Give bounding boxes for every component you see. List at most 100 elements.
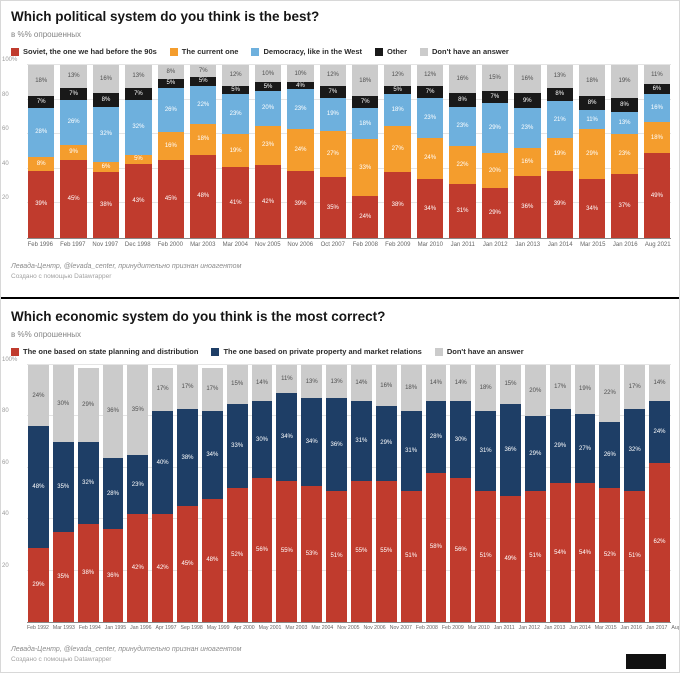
segment-value-label: 52% [231, 552, 244, 559]
segment-value-label: 36% [330, 441, 343, 448]
segment-value-label: 16% [521, 75, 534, 82]
bar-segment: 7% [319, 85, 347, 98]
bar-jan-2012: 29% 20% 29% 7% 15% [481, 65, 509, 238]
bar-segment: 31% [475, 411, 497, 491]
bar-segment: 48% [28, 426, 49, 549]
bar-segment: 29% [375, 406, 397, 481]
bar-segment: 8% [157, 65, 185, 79]
segment-value-label: 17% [554, 383, 567, 390]
bar-segment: 20% [481, 153, 509, 188]
bar-segment: 36% [514, 175, 541, 238]
bar-segment: 10% [254, 65, 282, 83]
datawrapper-logo[interactable] [626, 654, 666, 669]
bar-segment: 16% [375, 365, 397, 407]
segment-value-label: 51% [628, 553, 641, 560]
bar-segment: 51% [475, 490, 497, 622]
segment-value-label: 32% [628, 446, 641, 453]
segment-value-label: 36% [106, 408, 119, 415]
segment-value-label: 20% [488, 167, 501, 174]
segment-value-label: 38% [181, 454, 194, 461]
bar-segment: 8% [92, 92, 120, 107]
segment-value-label: 16% [650, 105, 663, 112]
bar-segment: 29% [28, 548, 49, 622]
bar-segment: 26% [60, 99, 87, 145]
x-axis-label: Mar 2004 [222, 242, 248, 248]
bar-segment: 28% [28, 108, 55, 157]
segment-value-label: 20% [529, 387, 542, 394]
bar-segment: 15% [500, 365, 521, 404]
x-axis-label: Feb 2008 [352, 242, 378, 248]
segment-value-label: 58% [429, 544, 442, 551]
y-axis-tick-label: 60 [2, 126, 9, 133]
plot-area: 100% 80 60 40 20 29% 48% 24% 35% 35% 30% 38% 32% 29% 3… [2, 357, 671, 623]
x-axis-label: Jan 2011 [450, 242, 475, 248]
segment-value-label: 43% [132, 197, 145, 204]
legend-label: Democracy, like in the West [263, 47, 362, 56]
segment-value-label: 8% [587, 100, 597, 107]
bar-segment: 39% [287, 170, 314, 238]
bar-apr-2000: 52% 33% 15% [226, 365, 248, 622]
segment-value-label: 17% [206, 386, 219, 393]
segment-value-label: 7% [198, 68, 208, 75]
bar-segment: 51% [524, 490, 546, 622]
bar-segment: 7% [190, 65, 217, 78]
segment-value-label: 48% [32, 484, 45, 491]
bar-segment: 11% [578, 110, 606, 130]
bar-segment: 34% [201, 411, 223, 499]
chart-footer: Левада-Центр, @levada_center, принудител… [11, 646, 669, 663]
bar-segment: 18% [384, 94, 411, 126]
segment-value-label: 33% [359, 164, 372, 171]
legend-item: Don't have an answer [434, 347, 524, 356]
bar-segment: 28% [102, 457, 124, 530]
segment-value-label: 11% [586, 116, 598, 123]
bar-segment: 7% [125, 87, 152, 100]
legend-label: Don't have an answer [446, 347, 524, 356]
bar-segment: 33% [226, 403, 248, 489]
bar-segment: 27% [574, 413, 596, 484]
segment-value-label: 12% [391, 72, 404, 79]
bar-segment: 14% [649, 365, 670, 401]
bar-segment: 9% [514, 92, 541, 109]
y-axis-tick-label: 80 [2, 91, 9, 98]
bar-segment: 19% [574, 365, 596, 414]
segment-value-label: 45% [67, 196, 80, 203]
segment-value-label: 39% [35, 201, 48, 208]
y-axis-tick-label: 20 [2, 195, 9, 202]
bar-segment: 38% [177, 408, 198, 507]
bar-feb-1992: 29% 48% 24% [28, 365, 49, 622]
bar-segment: 22% [449, 146, 476, 185]
bar-segment: 13% [326, 365, 347, 399]
bar-segment: 32% [77, 442, 99, 525]
bar-segment: 12% [319, 65, 347, 86]
bar-segment: 41% [222, 167, 249, 238]
bar-segment: 29% [578, 129, 606, 180]
x-axis-label: Jan 1995 [104, 625, 127, 631]
political-system-chart-section: Which political system do you think is t… [1, 1, 679, 280]
x-axis-label: Jan 2011 [493, 625, 515, 631]
segment-value-label: 23% [229, 111, 242, 118]
segment-value-label: 56% [256, 547, 269, 554]
bar-segment: 8% [449, 92, 476, 107]
created-note: Создано с помощью Datawrapper [11, 655, 112, 663]
x-axis-label: Jan 2017 [646, 625, 668, 631]
segment-value-label: 23% [424, 114, 437, 121]
segment-value-label: 8% [555, 91, 565, 98]
segment-value-label: 15% [231, 381, 244, 388]
segment-value-label: 23% [618, 151, 631, 158]
segment-value-label: 7% [425, 88, 435, 95]
bar-segment: 21% [546, 101, 573, 138]
segment-value-label: 23% [456, 123, 469, 130]
bar-segment: 16% [643, 94, 671, 123]
bar-segment: 18% [578, 65, 606, 97]
segment-value-label: 38% [82, 570, 95, 577]
bar-nov-2005: 42% 23% 20% 5% 10% [254, 65, 282, 238]
x-axis-label: Jan 2013 [544, 625, 566, 631]
y-axis-tick-label: 80 [2, 408, 9, 415]
bar-segment: 20% [524, 365, 546, 417]
x-axis-label: Nov 2005 [337, 625, 360, 631]
bar-segment: 31% [400, 411, 422, 491]
segment-value-label: 11% [281, 376, 293, 383]
x-axis-label: Jan 2014 [547, 242, 573, 248]
bar-segment: 19% [222, 134, 249, 168]
bar-segment: 5% [384, 85, 411, 95]
